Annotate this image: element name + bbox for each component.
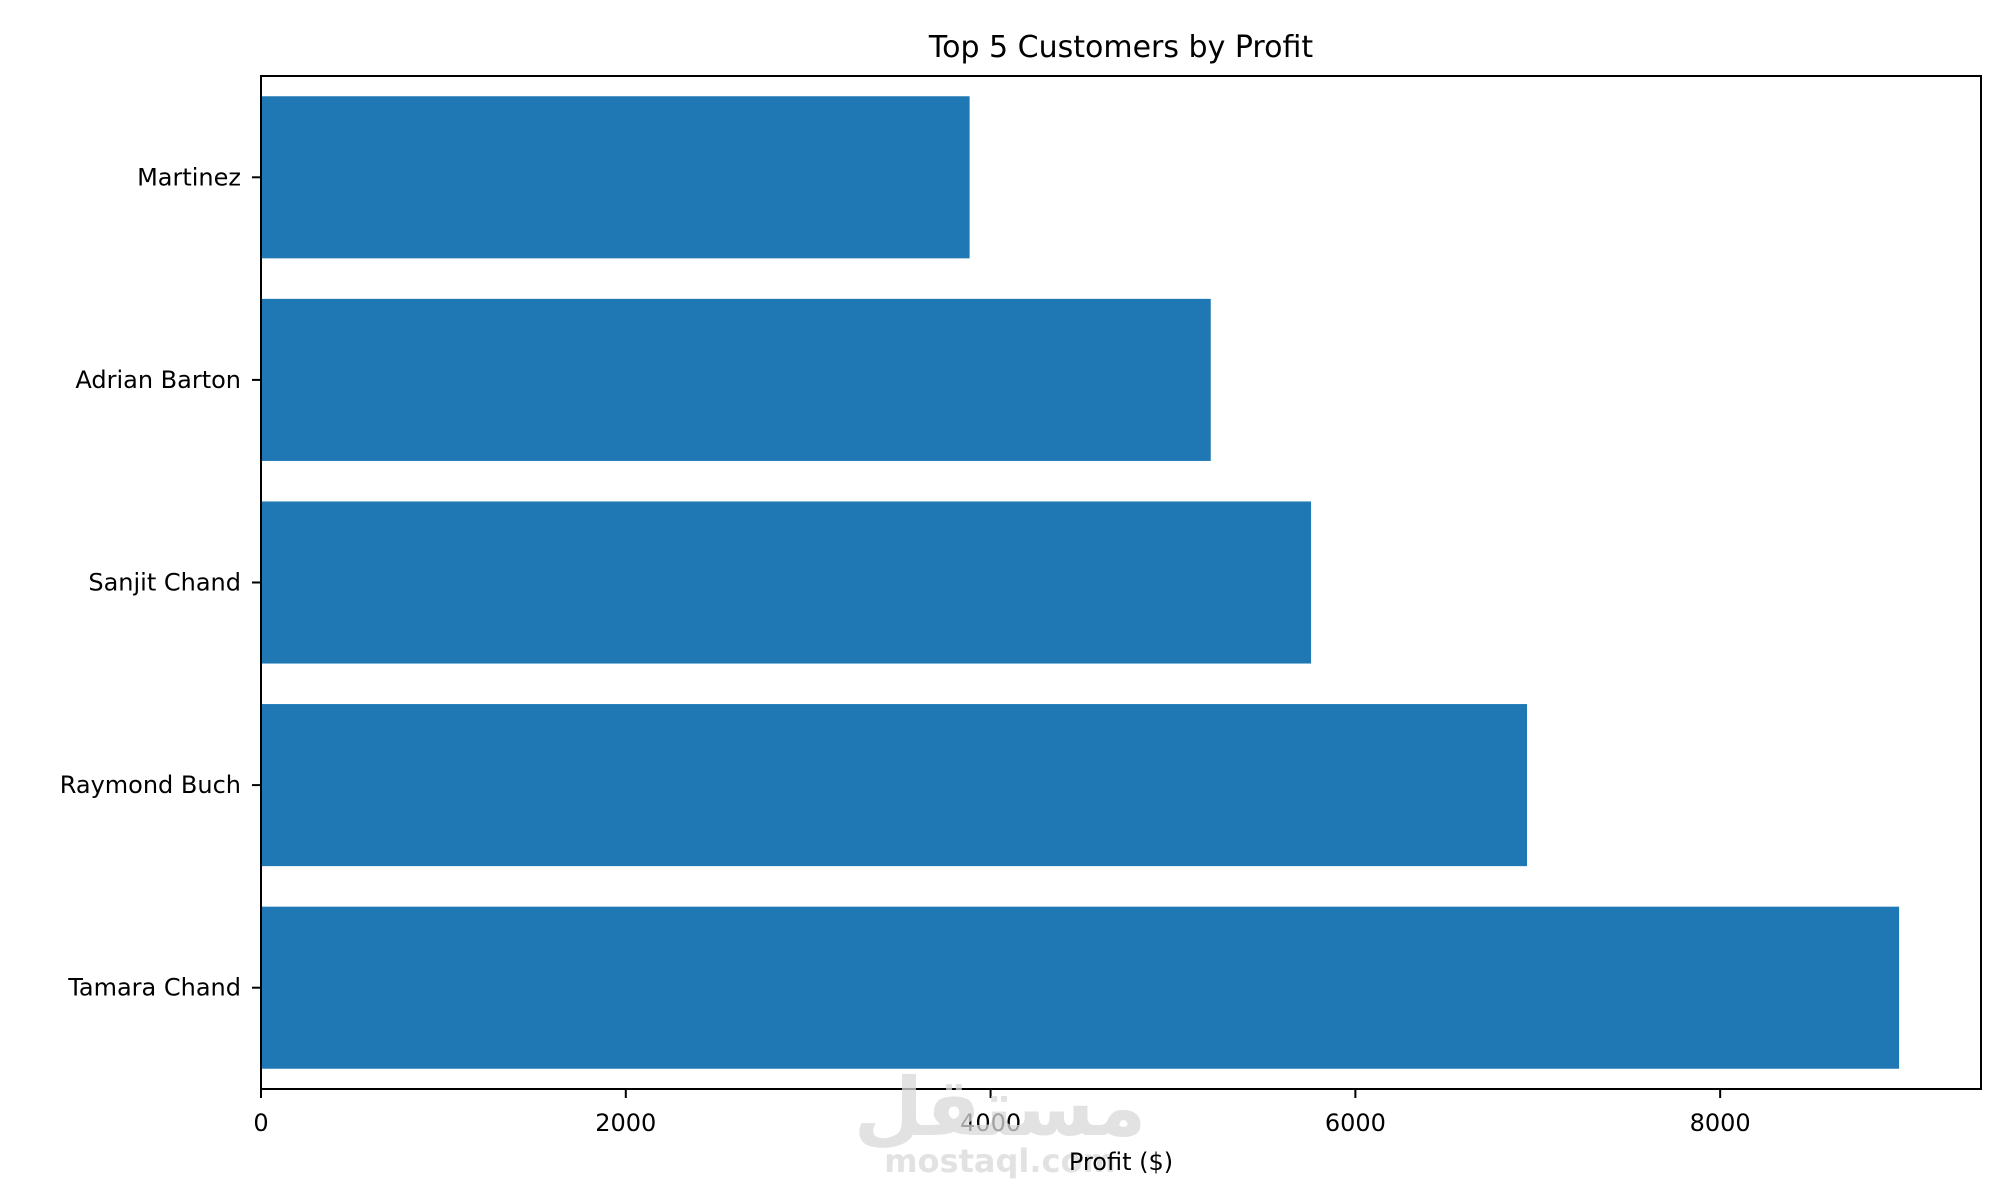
bars-group [261,96,1900,1069]
chart-title: Top 5 Customers by Profit [928,30,1313,65]
y-tick-label: Raymond Buch [60,771,241,799]
x-tick-label: 6000 [1325,1109,1386,1137]
x-tick-label: 2000 [595,1109,656,1137]
y-axis-ticks: Tamara Chand Raymond Buch Sanjit Chand Adri… [60,163,261,1002]
watermark-arabic: مستقل [854,1061,1147,1154]
plot-frame [260,75,1982,1090]
bar-sanjit-chand [261,501,1312,664]
bar-adrian-barton [261,298,1211,461]
x-tick-label: 8000 [1690,1109,1751,1137]
bar-tamara-chand [261,906,1900,1069]
y-tick-label: Tamara Chand [67,974,241,1002]
x-tick-label: 0 [253,1109,268,1137]
bar-martinez [261,96,970,259]
bar-raymond-buch [261,704,1528,867]
watermark-latin: mostaql.com [884,1142,1116,1180]
x-tick-label: 4000 [960,1109,1021,1137]
watermark: مستقل mostaql.com [854,1061,1147,1180]
y-tick-label: Martinez [137,163,241,191]
y-tick-label: Adrian Barton [75,366,241,394]
x-axis-ticks: 0 2000 4000 6000 8000 [253,1089,1751,1137]
x-axis-title: Profit ($) [1069,1148,1173,1176]
y-tick-label: Sanjit Chand [88,569,241,597]
